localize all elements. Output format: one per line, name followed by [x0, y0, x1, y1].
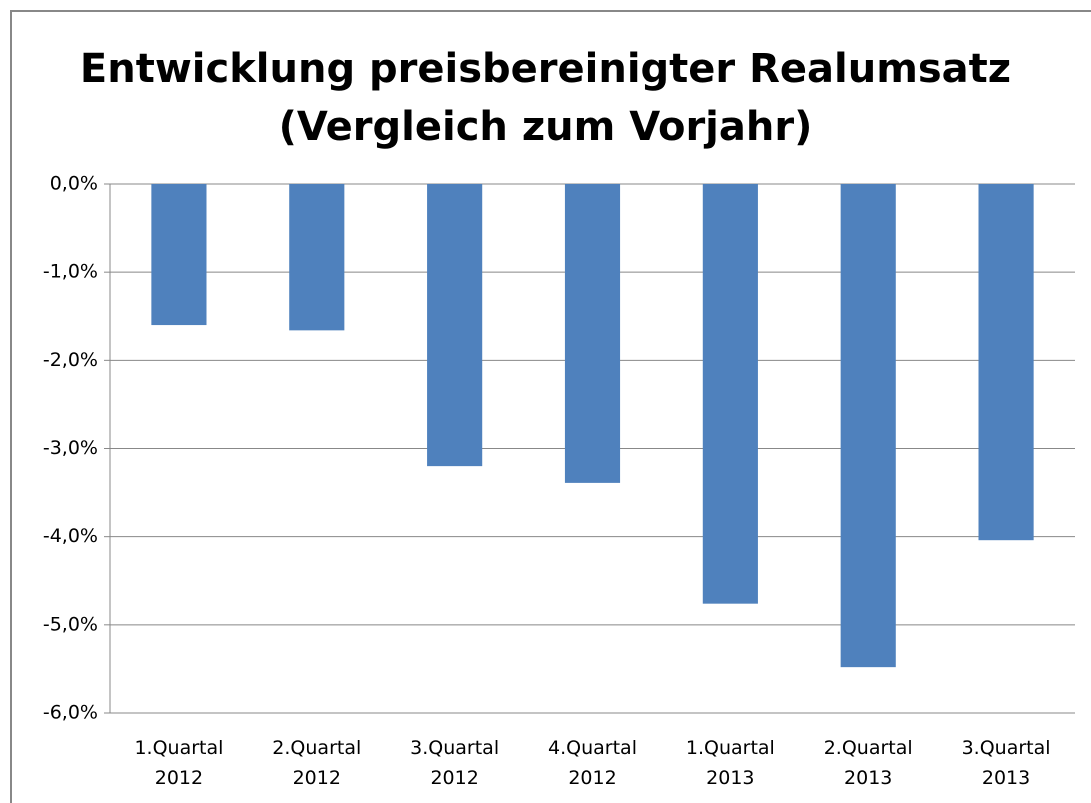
x-tick-label: 1.Quartal 2013 — [685, 737, 775, 789]
x-tick-label: 2.Quartal 2013 — [823, 737, 913, 789]
chart-frame — [10, 10, 1091, 803]
bar — [564, 184, 621, 483]
y-tick-label: 0,0% — [50, 173, 98, 195]
x-tick-label: 4.Quartal 2012 — [548, 737, 637, 789]
y-tick-label: -2,0% — [43, 349, 98, 371]
chart-title: Entwicklung preisbereinigter Realumsatz … — [79, 46, 1012, 150]
bar — [840, 184, 896, 668]
x-tick-label: 3.Quartal 2013 — [961, 737, 1051, 789]
y-tick-label: -3,0% — [43, 437, 98, 459]
bar — [151, 184, 207, 326]
x-tick-label: 3.Quartal 2012 — [410, 737, 500, 789]
y-tick-label: -4,0% — [43, 525, 98, 547]
bar — [978, 184, 1034, 541]
y-tick-label: -5,0% — [43, 613, 98, 635]
x-tick-label: 2.Quartal 2012 — [272, 737, 362, 789]
y-tick-label: -6,0% — [43, 702, 98, 724]
bar — [702, 184, 758, 604]
y-tick-label: -1,0% — [43, 261, 98, 283]
x-tick-label: 1.Quartal 2012 — [134, 737, 224, 789]
bar — [427, 184, 483, 467]
bar — [289, 184, 345, 331]
